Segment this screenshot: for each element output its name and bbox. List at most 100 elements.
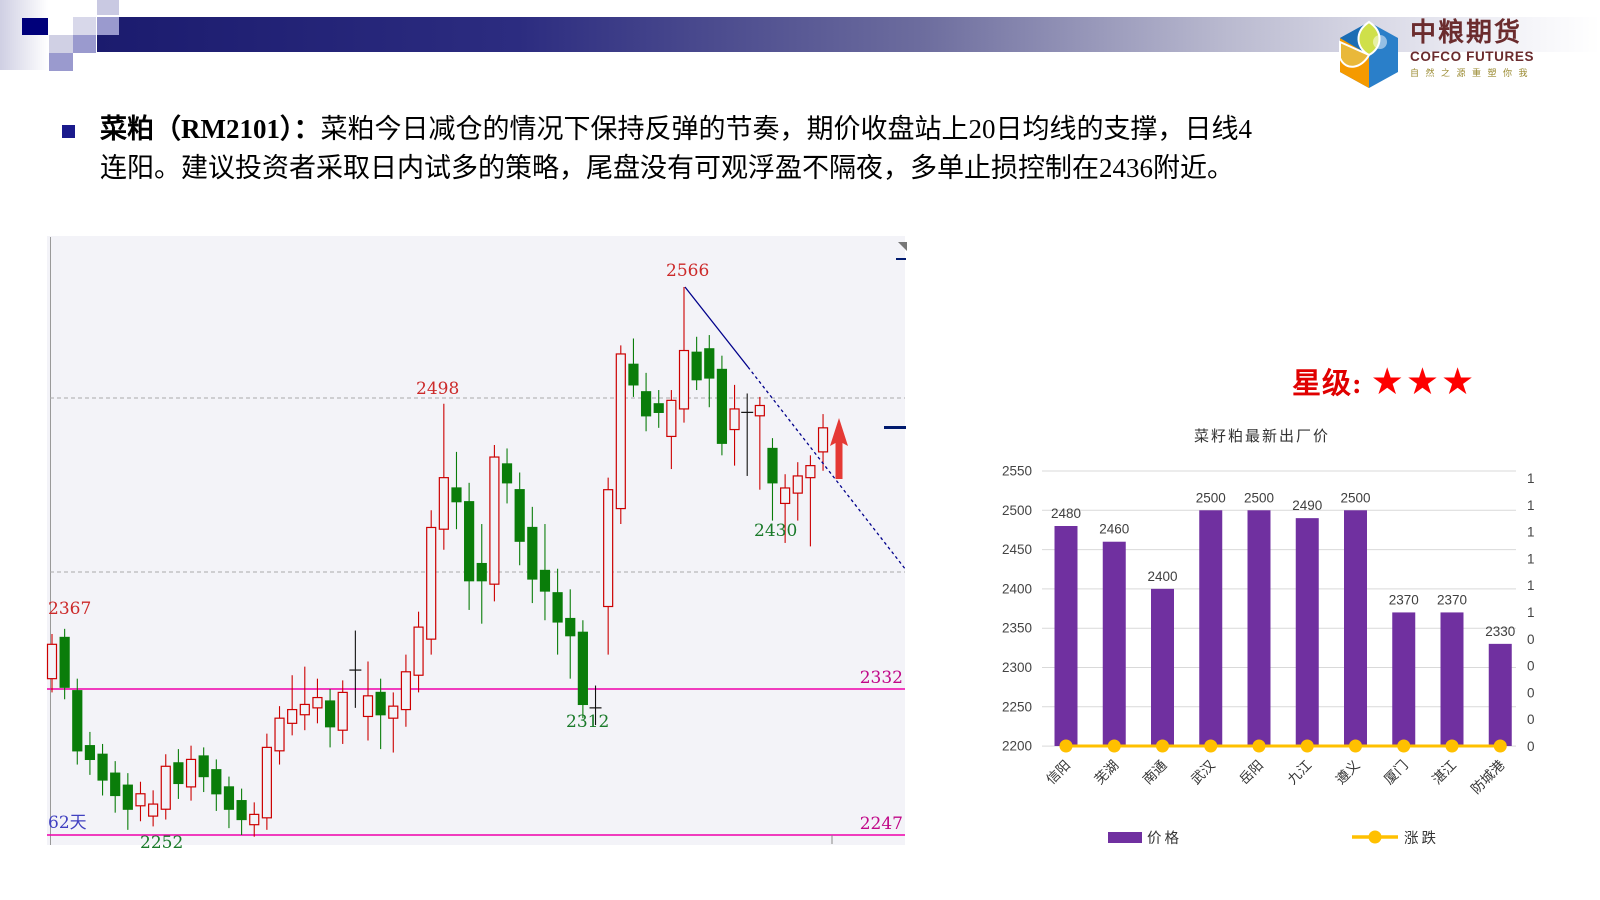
price-bar — [1247, 510, 1271, 746]
price-annotation: 2247 — [860, 814, 903, 834]
price-annotation: 2430 — [754, 521, 797, 541]
legend-change-label: 涨跌 — [1404, 830, 1439, 847]
x-axis-category-label: 湛江 — [1429, 758, 1459, 788]
bar-value-label: 2500 — [1196, 490, 1226, 505]
candle-body — [653, 403, 664, 413]
candle-body — [514, 489, 525, 542]
candle-body — [160, 765, 171, 810]
right-axis-label: 1 — [1527, 578, 1535, 593]
banner-square — [97, 17, 119, 35]
x-axis-category-label: 岳阳 — [1236, 758, 1266, 788]
price-annotation: 2566 — [666, 261, 709, 281]
change-dot — [1445, 739, 1459, 753]
price-bar — [1392, 612, 1416, 746]
candle-body — [451, 487, 462, 503]
logo-subtitle: COFCO FUTURES — [1410, 49, 1535, 64]
corner-triangle-icon — [898, 242, 907, 251]
candle-body — [780, 487, 791, 505]
price-annotation: 2252 — [140, 833, 183, 848]
y-axis-label: 2550 — [1002, 464, 1032, 479]
bar-value-label: 2370 — [1389, 592, 1419, 607]
banner-navy-square — [22, 18, 48, 35]
price-annotation: 2498 — [416, 379, 459, 399]
chart-background — [47, 236, 905, 845]
candle-body — [198, 755, 209, 778]
candle-body — [110, 772, 121, 797]
bar-value-label: 2330 — [1485, 624, 1515, 639]
y-axis-label: 2450 — [1002, 542, 1032, 557]
cofco-logo-icon — [1339, 20, 1398, 88]
right-axis-label: 1 — [1527, 471, 1535, 486]
candle-body — [236, 800, 247, 821]
price-bar — [1199, 510, 1223, 746]
candle-body — [274, 717, 285, 752]
candle-body — [97, 753, 108, 781]
bar-value-label: 2500 — [1244, 490, 1274, 505]
bullet-marker — [62, 125, 75, 138]
candle-body — [640, 391, 652, 417]
candle-body — [817, 427, 829, 453]
candle-body — [84, 745, 96, 761]
candle-body — [577, 631, 588, 706]
candle-body — [615, 353, 626, 510]
cofco-logo: 中粮期货 COFCO FUTURES 自 然 之 源 重 塑 你 我 — [1336, 20, 1586, 95]
candle-body — [426, 526, 437, 640]
candlestick-chart[interactable]: 2367 2498 2566 2430 2312 2332 2247 2252 62天 — [40, 232, 910, 848]
star-rating: 星级: ★★★ — [1292, 360, 1522, 402]
candle-body — [565, 617, 576, 637]
right-axis-label: 0 — [1527, 659, 1535, 674]
candle-body — [438, 477, 449, 530]
change-dot — [1107, 739, 1121, 753]
price-bar — [1488, 643, 1512, 746]
right-axis-label: 1 — [1527, 525, 1535, 540]
candle-body — [72, 690, 83, 752]
change-dot — [1349, 739, 1362, 753]
price-bar — [1102, 541, 1126, 746]
banner-square — [73, 35, 96, 53]
commentary-line2: 连阳。建议投资者采取日内试多的策略，尾盘没有可观浮盈不隔夜，多单止损控制在243… — [100, 153, 1234, 183]
candle-body — [400, 671, 412, 711]
legend-price-label: 价格 — [1147, 830, 1182, 847]
banner-square — [49, 35, 73, 53]
bar-value-label: 2480 — [1051, 506, 1081, 521]
bar-value-label: 2500 — [1340, 490, 1370, 505]
commentary-line1: 菜粕（RM2101）：菜粕今日减仓的情况下保持反弹的节奏，期价收盘站上20日均线… — [100, 114, 1252, 144]
trendline-solid — [684, 286, 749, 368]
x-axis-category-label: 防城港 — [1468, 757, 1508, 797]
price-annotation: 62天 — [48, 813, 87, 833]
candle-body — [464, 501, 475, 582]
candle-body — [59, 636, 70, 688]
price-mark — [884, 426, 906, 429]
candle-body — [729, 408, 740, 431]
candle-body — [704, 348, 715, 379]
candle-body — [476, 562, 487, 582]
x-axis-category-label: 九江 — [1285, 758, 1315, 788]
y-axis-label: 2350 — [1002, 621, 1032, 636]
bar-value-label: 2400 — [1147, 569, 1177, 584]
candle-body — [413, 626, 424, 676]
right-axis-label: 0 — [1527, 685, 1535, 700]
price-bar — [1295, 518, 1319, 746]
change-dot — [1059, 739, 1073, 753]
y-axis-label: 2300 — [1002, 660, 1032, 675]
candle-body — [489, 456, 500, 585]
price-bar-chart[interactable]: 菜籽粕最新出厂价 2550 2500 2450 2400 2350 2300 2250 2200… — [940, 418, 1600, 870]
change-dot — [1156, 739, 1169, 753]
price-annotation: 2367 — [48, 599, 91, 619]
banner-left-strip — [0, 0, 48, 70]
x-axis-category-label: 厦门 — [1381, 758, 1411, 788]
candle-body — [122, 784, 133, 810]
candle-body — [691, 351, 702, 381]
bar-chart-title: 菜籽粕最新出厂价 — [1194, 428, 1330, 445]
x-axis-category-label: 遵义 — [1332, 757, 1362, 787]
y-axis-label: 2500 — [1002, 503, 1032, 518]
candle-body — [628, 363, 639, 386]
commentary-paragraph: 菜粕（RM2101）：菜粕今日减仓的情况下保持反弹的节奏，期价收盘站上20日均线… — [100, 110, 1510, 188]
trendline-dashed — [747, 366, 907, 571]
price-bar — [1151, 588, 1174, 746]
x-axis-category-label: 武汉 — [1188, 757, 1218, 787]
candle-body — [552, 592, 563, 623]
x-axis-category-label: 芜湖 — [1092, 758, 1122, 788]
candle-body — [603, 489, 614, 608]
candle-body — [135, 793, 146, 807]
